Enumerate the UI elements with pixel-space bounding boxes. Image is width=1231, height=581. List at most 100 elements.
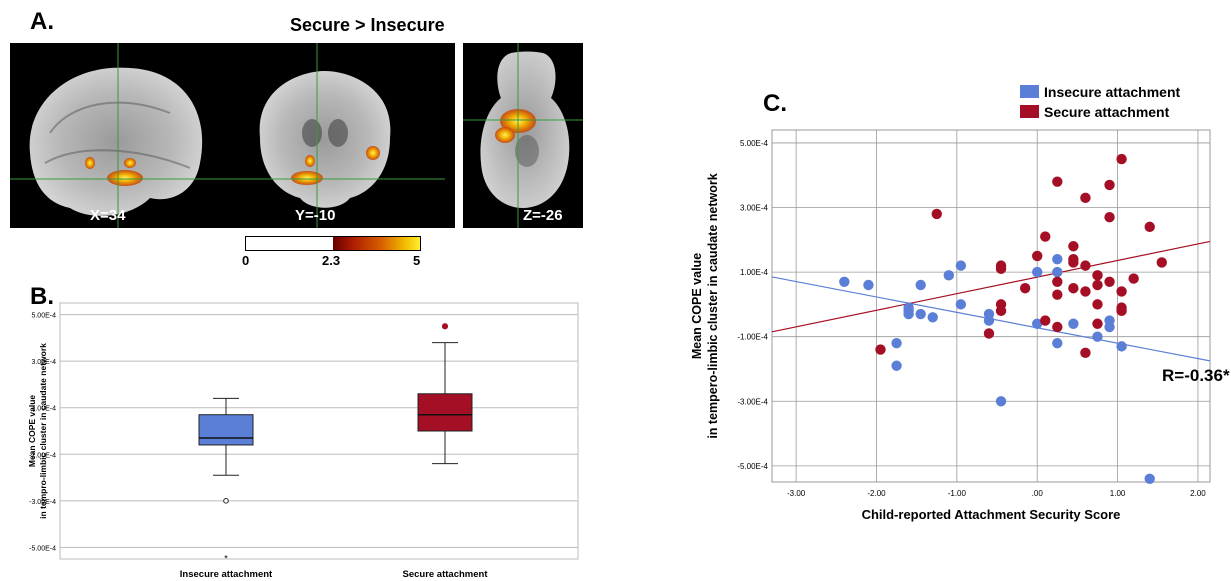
scatter-point-secure [1092, 270, 1103, 281]
scatter-point-secure [1019, 283, 1031, 294]
scatter-point-insecure [891, 337, 902, 349]
scatter-y-label-line2: in tempero-limbic cluster in caudate net… [706, 173, 720, 438]
scatter-point-insecure [1032, 318, 1043, 329]
scatter-point-secure [1052, 276, 1063, 287]
scatter-x-tick-label: 2.00 [1190, 489, 1206, 498]
scatter-point-secure [1092, 318, 1103, 329]
box-iqr [417, 393, 473, 432]
legend-label: Insecure attachment [1044, 84, 1180, 100]
scatter-point-secure [1052, 289, 1063, 300]
panel-b-letter: B. [30, 283, 54, 310]
scatter-point-secure [1040, 315, 1051, 326]
scatter-y-tick-label: 5.00E-4 [740, 139, 769, 148]
scatter-point-insecure [983, 315, 995, 326]
scatter-point-secure [1104, 179, 1115, 191]
slice-label-z: Z=-26 [523, 207, 563, 224]
scatter-point-secure [1068, 241, 1079, 252]
boxplot-y-label-line2: in tempro-limbic cluster in caudate netw… [38, 343, 48, 519]
scatter-point-secure [1156, 257, 1167, 268]
boxplot-y-label-line1: Mean COPE value [27, 395, 37, 468]
scatter-x-tick-label: -3.00 [787, 489, 806, 498]
scatter-point-insecure [1052, 337, 1063, 349]
boxplot-y-tick-label: 1.00E-4 [31, 406, 56, 413]
boxplot-y-tick-label: -5.00E-4 [29, 545, 56, 552]
scatter-point-insecure [915, 308, 926, 320]
scatter-point-secure [1104, 211, 1115, 223]
scatter-point-secure [931, 208, 942, 220]
colorbar-label-max: 5 [413, 253, 421, 268]
scatter-y-tick-label: -5.00E-4 [737, 462, 768, 471]
scatter-point-secure [1080, 347, 1091, 359]
boxplot-grid [59, 302, 579, 560]
scatter-point-secure [1052, 321, 1063, 333]
scatter-point-secure [1080, 286, 1091, 297]
scatter-point-secure [1080, 260, 1091, 271]
axial-slice-panel: Z=-26 [463, 43, 583, 228]
scatter-y-tick-label: 3.00E-4 [740, 204, 769, 213]
slice-label-y: Y=-10 [295, 207, 336, 224]
scatter-y-tick-label: 1.00E-4 [740, 268, 769, 277]
scatter-axis-labels: Child-reported Attachment Security Score… [690, 173, 1120, 522]
legend-swatch [1020, 85, 1039, 98]
boxplot-x-label: Secure attachment [402, 569, 488, 580]
colorbar [245, 236, 421, 251]
scatter-point-insecure [839, 276, 850, 287]
boxplot-y-ticks: 5.00E-4 3.00E-4 1.00E-4 -1.00E-4 -3.00E-4 -5.… [29, 313, 56, 553]
scatter-points [839, 153, 1167, 484]
scatter-point-secure [1092, 299, 1103, 310]
boxplot-chart: 5.00E-4 3.00E-4 1.00E-4 -1.00E-4 -3.00E-4 -5.… [27, 302, 579, 580]
boxplot-y-tick-label: -1.00E-4 [29, 452, 56, 459]
legend-label: Secure attachment [1044, 104, 1170, 120]
scatter-point-insecure [1092, 331, 1103, 342]
scatter-point-insecure [1052, 266, 1063, 278]
coronal-slice [235, 43, 445, 228]
scatter-point-secure [1068, 283, 1079, 294]
scatter-y-tick-label: -1.00E-4 [737, 333, 768, 342]
boxplot-y-label: Mean COPE value in tempro-limbic cluster … [27, 343, 48, 519]
brain-slices-image [10, 43, 445, 228]
colorbar-label-threshold: 2.3 [322, 253, 341, 268]
boxplot-x-labels: Insecure attachment Secure attachment [180, 569, 489, 580]
scatter-point-insecure [891, 360, 902, 371]
outlier-point [441, 323, 449, 330]
scatter-point-insecure [915, 279, 926, 291]
fit-line-secure [771, 240, 1211, 333]
scatter-point-secure [1052, 176, 1063, 187]
scatter-point-secure [1092, 279, 1103, 291]
scatter-point-insecure [863, 279, 874, 291]
sagittal-slice [10, 43, 235, 228]
scatter-point-insecure [1116, 341, 1127, 352]
scatter-point-secure [1080, 192, 1091, 204]
outlier-point [223, 498, 229, 504]
scatter-point-insecure [955, 299, 967, 310]
scatter-chart: Insecure attachment Secure attachment 5.0… [690, 84, 1211, 522]
slice-label-x: X=34 [90, 207, 126, 224]
scatter-y-tick-label: -3.00E-4 [737, 397, 768, 406]
scatter-point-insecure [955, 260, 967, 271]
colorbar-label-min: 0 [242, 253, 250, 268]
scatter-point-insecure [1144, 473, 1155, 484]
boxplot-y-tick-label: 3.00E-4 [31, 359, 56, 366]
boxplot-x-label: Insecure attachment [180, 569, 273, 580]
scatter-point-insecure [995, 396, 1007, 407]
box-insecure: * [198, 397, 254, 564]
boxplot-frame [59, 302, 579, 560]
panel-a-letter: A. [30, 8, 54, 35]
scatter-point-secure [875, 344, 886, 355]
boxplot-boxes: * [198, 323, 473, 564]
scatter-point-secure [1116, 286, 1127, 297]
scatter-point-secure [1128, 273, 1139, 284]
scatter-x-tick-label: -1.00 [948, 489, 967, 498]
scatter-point-secure [1144, 221, 1155, 233]
scatter-x-tick-label: .00 [1032, 489, 1044, 498]
scatter-point-insecure [1052, 253, 1063, 265]
scatter-point-secure [995, 305, 1007, 317]
axial-slice-image [463, 43, 583, 228]
boxplot-y-tick-label: 5.00E-4 [31, 313, 56, 320]
box-secure [417, 323, 473, 465]
scatter-point-secure [995, 263, 1007, 275]
boxplot-y-tick-label: -3.00E-4 [29, 499, 56, 506]
scatter-point-insecure [943, 270, 955, 281]
scatter-point-secure [1068, 257, 1079, 268]
extreme-point: * [224, 554, 228, 564]
